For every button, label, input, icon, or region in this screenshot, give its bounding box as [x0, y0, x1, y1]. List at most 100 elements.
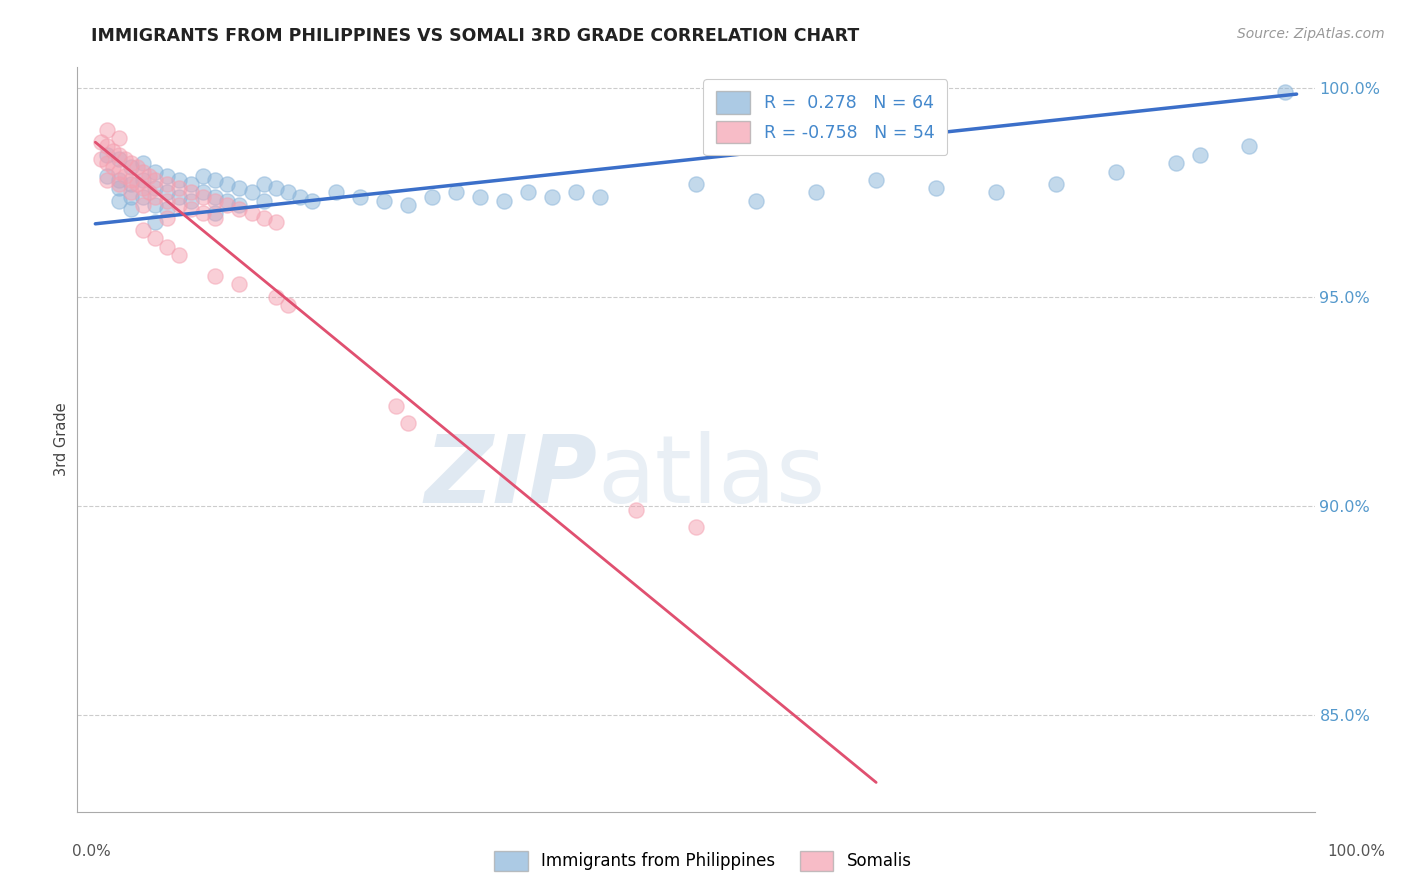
Point — [1237, 139, 1260, 153]
Point — [264, 181, 287, 195]
Point — [204, 206, 226, 220]
Point — [120, 161, 142, 175]
Point — [277, 186, 299, 200]
Point — [108, 181, 131, 195]
Point — [193, 206, 215, 220]
Point — [1189, 148, 1212, 162]
Point — [108, 152, 131, 166]
Point — [204, 173, 226, 187]
Point — [120, 156, 142, 170]
Point — [169, 198, 191, 212]
Point — [132, 164, 155, 178]
Point — [240, 206, 263, 220]
Point — [120, 189, 142, 203]
Point — [103, 144, 125, 158]
Point — [145, 231, 167, 245]
Point — [127, 161, 149, 175]
Point — [384, 399, 406, 413]
Point — [132, 156, 155, 170]
Point — [156, 186, 179, 200]
Point — [138, 169, 160, 183]
Point — [804, 186, 827, 200]
Point — [252, 211, 274, 225]
Point — [745, 194, 768, 208]
Point — [96, 173, 118, 187]
Point — [145, 173, 167, 187]
Legend: Immigrants from Philippines, Somalis: Immigrants from Philippines, Somalis — [486, 842, 920, 880]
Point — [865, 173, 887, 187]
Point — [132, 181, 155, 195]
Point — [132, 173, 155, 187]
Point — [90, 135, 112, 149]
Text: 0.0%: 0.0% — [72, 845, 111, 859]
Point — [1105, 164, 1128, 178]
Point — [228, 277, 250, 292]
Point — [120, 177, 142, 191]
Point — [325, 186, 347, 200]
Point — [96, 148, 118, 162]
Text: atlas: atlas — [598, 431, 825, 523]
Point — [145, 181, 167, 195]
Point — [925, 181, 948, 195]
Point — [492, 194, 515, 208]
Point — [589, 189, 612, 203]
Point — [145, 164, 167, 178]
Point — [217, 194, 239, 208]
Point — [180, 186, 202, 200]
Point — [204, 194, 226, 208]
Point — [240, 186, 263, 200]
Point — [169, 181, 191, 195]
Point — [217, 177, 239, 191]
Point — [145, 198, 167, 212]
Point — [193, 169, 215, 183]
Point — [156, 240, 179, 254]
Point — [132, 189, 155, 203]
Point — [1274, 85, 1296, 99]
Point — [228, 198, 250, 212]
Point — [986, 186, 1008, 200]
Point — [145, 215, 167, 229]
Point — [193, 186, 215, 200]
Text: ZIP: ZIP — [425, 431, 598, 523]
Point — [1045, 177, 1067, 191]
Point — [108, 131, 131, 145]
Point — [685, 520, 707, 534]
Point — [120, 173, 142, 187]
Point — [516, 186, 538, 200]
Point — [277, 298, 299, 312]
Point — [96, 169, 118, 183]
Point — [204, 189, 226, 203]
Point — [96, 139, 118, 153]
Point — [373, 194, 395, 208]
Point — [264, 290, 287, 304]
Point — [264, 215, 287, 229]
Point — [132, 198, 155, 212]
Point — [444, 186, 467, 200]
Point — [193, 189, 215, 203]
Point — [685, 177, 707, 191]
Point — [114, 169, 136, 183]
Text: 100.0%: 100.0% — [1327, 845, 1386, 859]
Text: Source: ZipAtlas.com: Source: ZipAtlas.com — [1237, 27, 1385, 41]
Point — [145, 189, 167, 203]
Text: IMMIGRANTS FROM PHILIPPINES VS SOMALI 3RD GRADE CORRELATION CHART: IMMIGRANTS FROM PHILIPPINES VS SOMALI 3R… — [91, 27, 859, 45]
Point — [204, 211, 226, 225]
Point — [349, 189, 371, 203]
Point — [228, 181, 250, 195]
Point — [120, 202, 142, 216]
Point — [132, 223, 155, 237]
Point — [565, 186, 588, 200]
Point — [169, 173, 191, 187]
Point — [288, 189, 311, 203]
Point — [114, 152, 136, 166]
Point — [624, 503, 647, 517]
Point — [228, 202, 250, 216]
Legend: R =  0.278   N = 64, R = -0.758   N = 54: R = 0.278 N = 64, R = -0.758 N = 54 — [703, 79, 948, 155]
Y-axis label: 3rd Grade: 3rd Grade — [53, 402, 69, 476]
Point — [180, 177, 202, 191]
Point — [180, 194, 202, 208]
Point — [96, 156, 118, 170]
Point — [103, 161, 125, 175]
Point — [108, 148, 131, 162]
Point — [396, 198, 419, 212]
